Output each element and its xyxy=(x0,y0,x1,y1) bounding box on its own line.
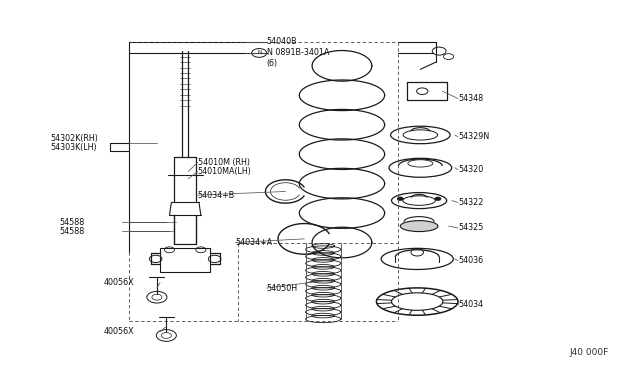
Text: J40 000F: J40 000F xyxy=(569,348,609,357)
Text: 54010MA(LH): 54010MA(LH) xyxy=(198,167,252,176)
Text: N: N xyxy=(257,51,261,55)
Text: 54325: 54325 xyxy=(458,224,483,232)
Text: 54034+B: 54034+B xyxy=(198,190,235,200)
Circle shape xyxy=(435,197,441,201)
Text: 54034+A: 54034+A xyxy=(236,238,273,247)
Ellipse shape xyxy=(400,221,438,231)
Text: 54036: 54036 xyxy=(458,256,483,265)
Text: 54588: 54588 xyxy=(60,227,85,236)
Text: 54348: 54348 xyxy=(458,94,483,103)
Text: 54588: 54588 xyxy=(60,218,85,227)
Text: N 0891B-3401A: N 0891B-3401A xyxy=(267,48,329,57)
Text: 54303K(LH): 54303K(LH) xyxy=(51,143,97,152)
Text: 40056X: 40056X xyxy=(104,327,134,336)
Text: 40056X: 40056X xyxy=(104,278,134,287)
Circle shape xyxy=(397,197,403,201)
Text: 54329N: 54329N xyxy=(458,132,489,141)
Text: 54034: 54034 xyxy=(458,300,483,309)
Text: 54320: 54320 xyxy=(458,165,483,174)
Text: 54040B: 54040B xyxy=(267,38,298,46)
Text: 54322: 54322 xyxy=(458,198,483,207)
Text: 54010M (RH): 54010M (RH) xyxy=(198,158,250,167)
Text: 54302K(RH): 54302K(RH) xyxy=(51,134,98,143)
Text: (6): (6) xyxy=(267,60,278,68)
Text: 54050H: 54050H xyxy=(267,283,298,292)
